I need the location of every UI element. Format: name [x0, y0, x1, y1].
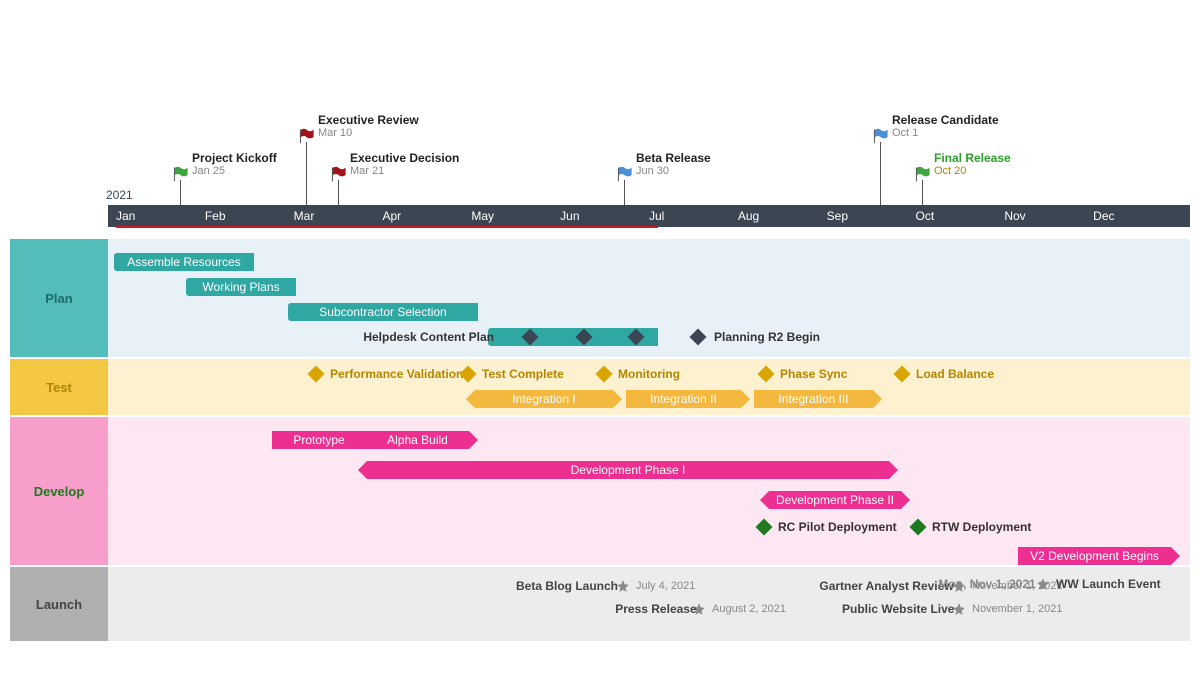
- bar-int3: Integration III: [754, 390, 882, 408]
- task-assemble: Assemble Resources: [114, 253, 254, 271]
- milestone-title-exec-review: Executive Review: [318, 113, 419, 127]
- launch-star-0: [616, 579, 630, 593]
- test-diamond-label-0: Performance Validation: [330, 367, 463, 381]
- milestone-title-final-release: Final Release: [934, 151, 1011, 165]
- milestone-date-kickoff: Jan 25: [192, 165, 225, 178]
- milestone-date-final-release: Oct 20: [934, 165, 966, 178]
- bar-proto: Prototype: [272, 431, 366, 449]
- launch-date-1: August 2, 2021: [712, 603, 786, 615]
- month-oct: Oct: [916, 209, 935, 223]
- month-jun: Jun: [560, 209, 579, 223]
- bar-int1: Integration I: [466, 390, 622, 408]
- month-dec: Dec: [1093, 209, 1114, 223]
- milestone-flag-exec-decision: [330, 166, 344, 180]
- swimlane-header-launch: Launch: [10, 567, 108, 641]
- month-aug: Aug: [738, 209, 759, 223]
- plan-diamond-label-3: Planning R2 Begin: [714, 330, 820, 344]
- month-feb: Feb: [205, 209, 226, 223]
- milestone-title-kickoff: Project Kickoff: [192, 151, 277, 165]
- develop-diamond-label-0: RC Pilot Deployment: [778, 520, 897, 534]
- test-diamond-label-2: Monitoring: [618, 367, 680, 381]
- launch-title-0: Beta Blog Launch: [516, 579, 618, 593]
- month-nov: Nov: [1004, 209, 1025, 223]
- launch-title-1: Press Release: [615, 602, 696, 616]
- month-jul: Jul: [649, 209, 664, 223]
- milestone-flag-kickoff: [172, 166, 186, 180]
- month-sep: Sep: [827, 209, 848, 223]
- milestone-flag-beta-release: [616, 166, 630, 180]
- timeline-year: 2021: [106, 188, 133, 202]
- milestone-title-beta-release: Beta Release: [636, 151, 711, 165]
- milestone-title-release-candidate: Release Candidate: [892, 113, 999, 127]
- test-diamond-label-3: Phase Sync: [780, 367, 847, 381]
- month-mar: Mar: [294, 209, 315, 223]
- launch-date-4: Mon, Nov 1, 2021: [938, 577, 1035, 591]
- swimlane-header-plan: Plan: [10, 239, 108, 357]
- swimlane-header-test: Test: [10, 359, 108, 415]
- milestone-date-release-candidate: Oct 1: [892, 127, 918, 140]
- milestone-date-exec-decision: Mar 21: [350, 165, 384, 178]
- milestone-flag-exec-review: [298, 128, 312, 142]
- task-working-plans: Working Plans: [186, 278, 296, 296]
- milestone-flag-release-candidate: [872, 128, 886, 142]
- launch-date-3: November 1, 2021: [972, 603, 1063, 615]
- month-may: May: [471, 209, 494, 223]
- milestone-date-exec-review: Mar 10: [318, 127, 352, 140]
- bar-int2: Integration II: [626, 390, 750, 408]
- milestone-title-exec-decision: Executive Decision: [350, 151, 459, 165]
- launch-date-0: July 4, 2021: [636, 580, 695, 592]
- launch-star-4: [1036, 577, 1050, 591]
- launch-title-4: WW Launch Event: [1056, 577, 1161, 591]
- launch-title-2: Gartner Analyst Review: [819, 579, 953, 593]
- test-diamond-label-1: Test Complete: [482, 367, 564, 381]
- bar-dev2: Development Phase II: [760, 491, 910, 509]
- develop-diamond-label-1: RTW Deployment: [932, 520, 1031, 534]
- bar-dev1: Development Phase I: [358, 461, 898, 479]
- launch-title-3: Public Website Live: [842, 602, 954, 616]
- task-label-helpdesk: Helpdesk Content Plan: [363, 330, 494, 344]
- milestone-date-beta-release: Jun 30: [636, 165, 669, 178]
- bar-v2: V2 Development Begins: [1018, 547, 1180, 565]
- task-subcontractor: Subcontractor Selection: [288, 303, 478, 321]
- month-jan: Jan: [116, 209, 135, 223]
- swimlane-header-develop: Develop: [10, 417, 108, 565]
- month-apr: Apr: [383, 209, 402, 223]
- bar-alpha: Alpha Build: [366, 431, 478, 449]
- test-diamond-label-4: Load Balance: [916, 367, 994, 381]
- milestone-flag-final-release: [914, 166, 928, 180]
